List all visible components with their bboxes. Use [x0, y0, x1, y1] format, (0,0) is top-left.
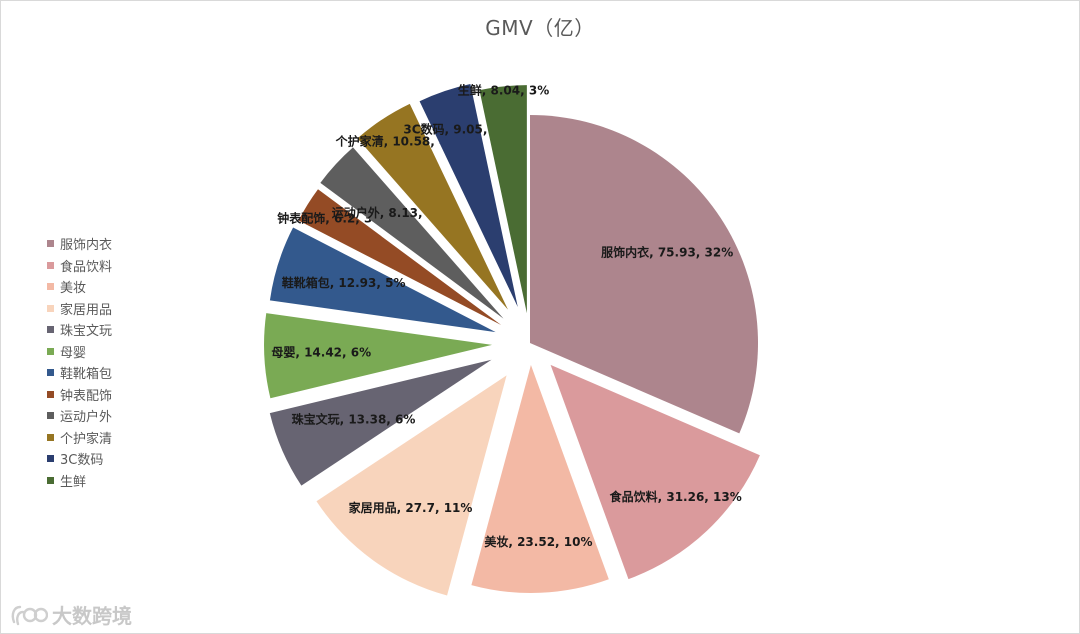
legend-swatch [47, 326, 54, 334]
pie-slice [320, 147, 504, 319]
legend-label: 美妆 [60, 281, 87, 297]
slice-data-label: 家居用品, 27.7, 11% [349, 500, 473, 515]
chart-title: GMV（亿） [485, 16, 595, 40]
legend-label: 生鲜 [60, 474, 87, 490]
pie-slice [269, 227, 496, 333]
pie-slice [530, 115, 758, 434]
legend-entry: 运动户外 [47, 405, 112, 427]
legend-swatch [47, 261, 54, 269]
legend: 服饰内衣食品饮料美妆家居用品珠宝文玩母婴鞋靴箱包钟表配饰运动户外个护家清 3C数码… [47, 233, 112, 491]
legend-swatch [47, 240, 54, 248]
legend-entry: 服饰内衣 [47, 233, 112, 255]
slice-data-label: 个护家清, 10.58, 4% [335, 134, 460, 149]
legend-entry: 美妆 [47, 276, 112, 298]
pie-slice [357, 103, 508, 310]
legend-label: 服饰内衣 [60, 238, 113, 254]
legend-entry: 珠宝文玩 [47, 319, 112, 341]
slice-data-label: 食品饮料, 31.26, 13% [609, 489, 742, 504]
pie-slice [550, 364, 760, 580]
legend-swatch [47, 304, 54, 312]
legend-entry: 个护家清 [47, 427, 112, 449]
legend-label: 3C数码 [60, 453, 104, 469]
legend-label: 食品饮料 [60, 259, 113, 275]
pie-slice [419, 84, 518, 308]
watermark-text: 大数跨境 [52, 604, 132, 628]
slice-data-label: 美妆, 23.52, 10% [484, 534, 592, 549]
legend-entry: 3C数码 [47, 448, 112, 470]
legend-entry: 母婴 [47, 341, 112, 363]
legend-entry: 家居用品 [47, 298, 112, 320]
pie-slice [298, 189, 502, 326]
legend-entry: 钟表配饰 [47, 384, 112, 406]
pie-slice [479, 85, 527, 314]
legend-entry: 食品饮料 [47, 255, 112, 277]
legend-swatch [47, 433, 54, 441]
legend-swatch [47, 283, 54, 291]
slice-data-label: 钟表配饰, 6.2, 3% [277, 210, 384, 225]
pie-slice [471, 364, 609, 593]
pie-slice [269, 359, 492, 486]
legend-label: 运动户外 [60, 410, 113, 426]
pie-slice [316, 375, 507, 596]
legend-label: 珠宝文玩 [60, 324, 113, 340]
watermark: 大数跨境 [10, 600, 132, 629]
slice-data-label: 鞋靴箱包, 12.93, 5% [282, 275, 406, 290]
legend-swatch [47, 347, 54, 355]
legend-label: 母婴 [60, 345, 87, 361]
legend-swatch [47, 455, 54, 463]
slice-data-label: 3C数码, 9.05, 4% [403, 121, 512, 136]
legend-swatch [47, 412, 54, 420]
slice-data-label: 生鲜, 8.04, 3% [458, 82, 549, 97]
watermark-logo-icon [11, 605, 48, 625]
legend-label: 家居用品 [60, 302, 113, 318]
legend-swatch [47, 369, 54, 377]
slice-data-label: 服饰内衣, 75.93, 32% [601, 244, 733, 259]
slice-data-label: 母婴, 14.42, 6% [271, 346, 371, 360]
legend-entry: 鞋靴箱包 [47, 362, 112, 384]
slice-data-label: 运动户外, 8.13, 3% [332, 205, 447, 220]
legend-entry: 生鲜 [47, 470, 112, 492]
legend-label: 个护家清 [60, 431, 113, 447]
slice-data-label: 珠宝文玩, 13.38, 6% [292, 411, 416, 426]
legend-swatch [47, 390, 54, 398]
legend-label: 钟表配饰 [60, 388, 113, 404]
legend-label: 鞋靴箱包 [60, 367, 113, 383]
pie-slice [264, 313, 493, 399]
legend-swatch [47, 476, 54, 484]
